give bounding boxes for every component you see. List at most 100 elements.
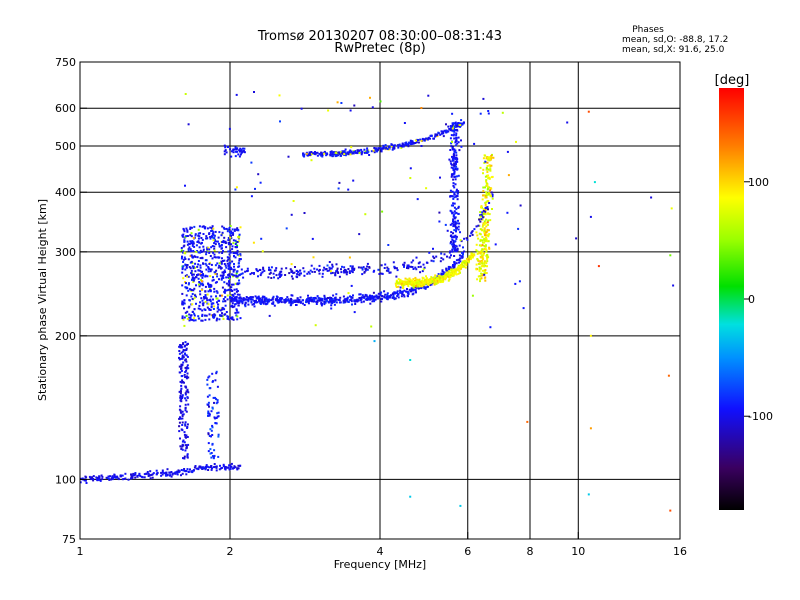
- data-point: [452, 204, 454, 207]
- data-point: [490, 191, 493, 194]
- data-point: [452, 214, 455, 217]
- data-point: [213, 242, 216, 245]
- data-point: [290, 303, 293, 306]
- data-point: [194, 270, 197, 273]
- data-point: [204, 296, 207, 299]
- data-point: [486, 265, 488, 268]
- data-point: [432, 278, 435, 280]
- data-point: [485, 234, 488, 237]
- data-point: [395, 275, 398, 278]
- data-point: [406, 288, 408, 290]
- data-point: [205, 259, 208, 262]
- data-point: [454, 183, 457, 186]
- data-point: [185, 274, 188, 277]
- data-point: [326, 153, 329, 156]
- data-point: [221, 271, 224, 274]
- data-point: [454, 235, 457, 238]
- data-point: [436, 278, 439, 280]
- data-point: [361, 294, 364, 297]
- data-point: [225, 246, 228, 249]
- data-point: [198, 285, 201, 288]
- data-point: [299, 301, 302, 304]
- data-point: [415, 286, 418, 289]
- data-point: [183, 251, 186, 254]
- data-point: [218, 468, 221, 471]
- data-point: [330, 297, 333, 299]
- data-point: [453, 137, 456, 140]
- data-point: [235, 288, 238, 291]
- data-point: [183, 307, 185, 310]
- data-point: [374, 298, 377, 301]
- data-point: [451, 127, 454, 130]
- data-point: [330, 302, 333, 305]
- data-point: [184, 371, 187, 373]
- data-point: [450, 236, 453, 239]
- data-point: [483, 241, 486, 244]
- data-point: [235, 308, 238, 311]
- data-point: [242, 276, 245, 279]
- data-point: [327, 300, 330, 303]
- data-point: [207, 414, 209, 417]
- data-point: [193, 287, 196, 290]
- data-point: [488, 213, 491, 216]
- data-point: [318, 268, 321, 271]
- data-point: [257, 275, 259, 278]
- data-point: [402, 263, 405, 266]
- data-point: [452, 152, 455, 155]
- data-point: [459, 239, 462, 242]
- data-point: [479, 214, 482, 217]
- data-point: [483, 208, 485, 211]
- data-point: [448, 268, 451, 270]
- data-point: [230, 237, 233, 240]
- data-point: [455, 165, 458, 168]
- data-point: [346, 151, 349, 154]
- data-point: [238, 293, 241, 296]
- data-point: [490, 156, 493, 159]
- data-point: [396, 293, 399, 295]
- data-point: [207, 266, 210, 269]
- data-point: [481, 269, 484, 272]
- data-point: [211, 424, 214, 427]
- data-point: [238, 235, 241, 238]
- data-point: [347, 153, 350, 156]
- data-point: [457, 213, 460, 215]
- data-point: [272, 272, 275, 275]
- data-point: [197, 234, 200, 237]
- data-point: [185, 390, 188, 393]
- data-point: [482, 209, 485, 212]
- data-point: [212, 231, 215, 234]
- data-point: [454, 212, 457, 215]
- data-point: [188, 316, 191, 319]
- data-point: [314, 151, 317, 154]
- data-point: [197, 260, 200, 262]
- data-point: [451, 268, 454, 271]
- data-point: [230, 230, 232, 233]
- data-point: [184, 393, 187, 396]
- data-point: [196, 467, 199, 470]
- data-point: [213, 271, 216, 274]
- data-point: [183, 302, 186, 305]
- data-point: [423, 281, 426, 284]
- data-point: [589, 427, 592, 430]
- data-point: [452, 178, 455, 181]
- data-point: [479, 256, 482, 259]
- data-point: [229, 466, 232, 469]
- data-point: [330, 267, 333, 270]
- data-point: [164, 471, 167, 474]
- data-point: [334, 151, 337, 154]
- data-point: [455, 194, 458, 197]
- data-point: [121, 478, 124, 481]
- data-point: [483, 273, 486, 276]
- data-point: [350, 296, 353, 298]
- data-point: [481, 262, 484, 265]
- data-point: [250, 161, 253, 164]
- data-point: [313, 267, 316, 270]
- data-point: [240, 297, 243, 300]
- data-point: [224, 313, 227, 316]
- data-point: [440, 132, 443, 135]
- data-point: [259, 301, 262, 304]
- data-point: [360, 153, 363, 156]
- data-point: [224, 240, 227, 243]
- data-point: [367, 150, 370, 153]
- data-point: [205, 465, 207, 468]
